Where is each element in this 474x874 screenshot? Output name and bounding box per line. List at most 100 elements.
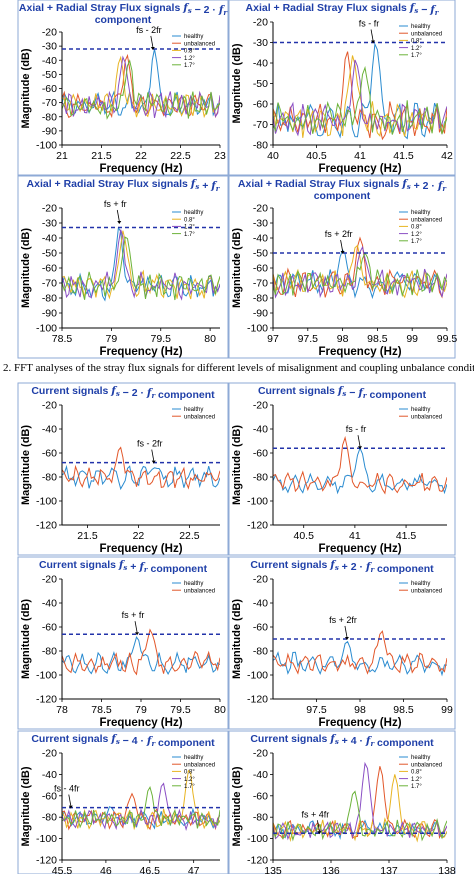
peak-arrow (317, 820, 320, 832)
peak-arrow (344, 625, 348, 638)
y-axis-label: Magnitude (dB) (20, 599, 32, 679)
peak-annotation: fs + 4fr (302, 809, 330, 819)
x-tick-label: 79.5 (170, 704, 191, 716)
series-line-unbalanced (62, 446, 220, 490)
series-line-unbalanced (273, 435, 447, 495)
peak-annotation: fs + 2fr (325, 229, 353, 239)
y-tick-label: -100 (247, 496, 268, 508)
x-tick-label: 21.5 (91, 150, 112, 162)
x-axis-label: Frequency (Hz) (99, 543, 182, 555)
x-axis-label: Frequency (Hz) (318, 163, 401, 175)
chart-title: Axial + Radial Stray Flux signals fs − 2… (19, 2, 228, 17)
y-tick-label: -60 (253, 622, 268, 634)
chart-title: Current signals fs − 2 · fr component (31, 385, 215, 401)
peak-arrowhead (371, 40, 376, 44)
x-tick-label: 46.5 (140, 865, 161, 874)
peak-arrowhead (150, 46, 155, 50)
x-tick-label: 21 (56, 150, 68, 162)
series-line-17 (62, 236, 220, 301)
x-tick-label: 80 (214, 704, 226, 716)
x-tick-label: 98 (337, 333, 349, 345)
x-tick-label: 79 (135, 704, 147, 716)
legend-label: 1.2° (411, 777, 422, 783)
y-tick-label: -20 (42, 574, 57, 586)
x-tick-label: 78 (56, 704, 68, 716)
series-line-08 (62, 230, 220, 300)
series-line-healthy (273, 640, 447, 677)
y-tick-label: -40 (42, 424, 57, 436)
legend-label: 0.8° (411, 225, 422, 231)
series-group (273, 630, 447, 677)
x-tick-label: 22 (135, 150, 147, 162)
y-tick-label: -80 (42, 293, 57, 305)
series-group (62, 769, 220, 831)
peak-annotation: fs - 4fr (54, 784, 80, 794)
y-tick-label: -60 (253, 790, 268, 802)
legend-label: unbalanced (411, 588, 442, 594)
x-tick-label: 99.5 (437, 333, 458, 345)
y-tick-label: -20 (253, 574, 268, 586)
peak-arrow (116, 209, 120, 222)
y-tick-label: -80 (253, 646, 268, 658)
y-tick-label: -70 (42, 278, 57, 290)
y-tick-label: -20 (42, 400, 57, 412)
series-line-unbalanced (273, 51, 447, 141)
x-tick-label: 135 (264, 865, 282, 874)
legend-label: unbalanced (184, 41, 215, 47)
y-tick-label: -120 (36, 694, 57, 706)
legend-label: 1.2° (411, 232, 422, 238)
legend-label: healthy (411, 755, 430, 761)
y-tick-label: -40 (42, 55, 57, 67)
legend-label: 1.7° (184, 232, 195, 238)
legend-label: 1.7° (411, 53, 422, 59)
peak-annotation: fs + fr (104, 199, 127, 209)
peak-arrowhead (340, 251, 345, 254)
panel-border (17, 556, 229, 730)
series-line-12 (273, 59, 447, 137)
y-axis-label: Magnitude (dB) (231, 425, 243, 505)
y-tick-label: -80 (253, 472, 268, 484)
peak-arrowhead (135, 632, 140, 636)
x-axis-label: Frequency (Hz) (318, 346, 401, 358)
y-axis-label: Magnitude (dB) (231, 43, 243, 123)
y-tick-label: -90 (42, 125, 57, 137)
y-tick-label: -70 (42, 97, 57, 109)
x-tick-label: 40 (267, 150, 279, 162)
series-line-17 (273, 251, 447, 298)
panel-border (17, 0, 229, 176)
y-tick-label: -60 (253, 448, 268, 460)
series-line-17 (273, 790, 447, 842)
x-tick-label: 46 (100, 865, 112, 874)
x-tick-label: 136 (322, 865, 340, 874)
y-axis-label: Magnitude (dB) (231, 766, 243, 846)
series-line-17 (62, 786, 220, 829)
y-tick-label: -70 (253, 278, 268, 290)
series-group (62, 628, 220, 676)
peak-annotation: fs - fr (359, 19, 380, 29)
y-tick-label: -40 (253, 424, 268, 436)
chart-panel-5: Current signals fs − 2 · fr component-20… (17, 382, 229, 556)
y-tick-label: -100 (36, 140, 57, 152)
y-axis-label: Magnitude (dB) (20, 425, 32, 505)
x-tick-label: 21.5 (77, 530, 98, 542)
y-axis-label: Magnitude (dB) (20, 766, 32, 846)
series-line-unbalanced (273, 630, 447, 675)
legend-label: healthy (184, 34, 203, 40)
y-tick-label: -120 (247, 520, 268, 532)
series-group (62, 226, 220, 302)
x-tick-label: 41.5 (393, 150, 414, 162)
legend-label: unbalanced (411, 762, 442, 768)
y-axis-label: Magnitude (dB) (231, 228, 243, 308)
legend-label: 0.8° (184, 770, 195, 776)
y-tick-label: -60 (42, 83, 57, 95)
legend-label: unbalanced (411, 414, 442, 420)
legend-label: healthy (184, 210, 203, 216)
peak-annotation: fs - 2fr (137, 439, 163, 449)
y-tick-label: -50 (42, 69, 57, 81)
y-tick-label: -40 (253, 233, 268, 245)
